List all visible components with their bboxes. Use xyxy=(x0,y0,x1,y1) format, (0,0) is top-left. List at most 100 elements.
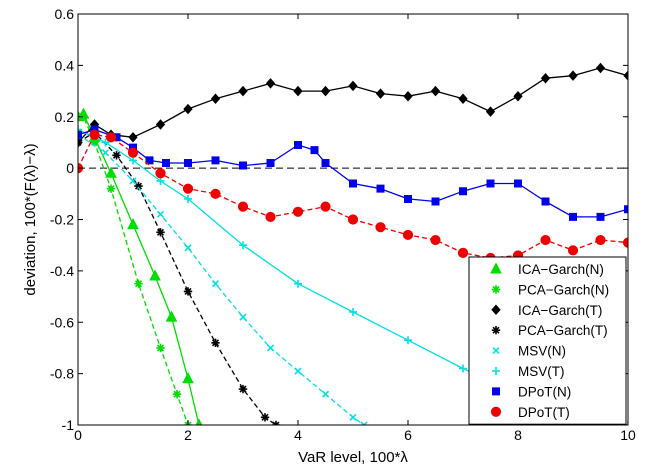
data-point-dpot-t xyxy=(127,147,139,158)
data-point-dpot-t xyxy=(320,201,331,212)
data-point-pca-garch-n xyxy=(134,279,143,288)
data-point-ica-garch-t xyxy=(540,72,551,84)
data-point-ica-garch-t xyxy=(155,119,166,130)
data-point-dpot-t xyxy=(89,129,100,140)
data-point-dpot-n xyxy=(294,141,302,150)
y-tick-label: 0.4 xyxy=(55,57,75,73)
data-point-ica-garch-t xyxy=(430,85,441,97)
legend-marker xyxy=(492,387,500,396)
data-point-dpot-n xyxy=(239,161,247,170)
data-point-pca-garch-t xyxy=(156,228,165,237)
series-ica-garch-n xyxy=(78,107,203,425)
data-point-msv-t xyxy=(349,307,357,316)
data-point-pca-garch-t xyxy=(260,413,270,422)
data-point-pca-garch-n xyxy=(106,184,116,193)
data-point-dpot-t xyxy=(105,132,117,143)
x-tick-label: 10 xyxy=(620,427,636,443)
y-tick-label: -0.6 xyxy=(50,314,74,330)
data-point-dpot-t xyxy=(457,247,469,258)
data-point-dpot-n xyxy=(514,179,522,188)
data-point-msv-n xyxy=(349,413,357,421)
legend-label: MSV(T) xyxy=(518,364,565,379)
data-point-ica-garch-n xyxy=(105,166,117,178)
y-axis-label: deviation, 100*(F(λ)−λ) xyxy=(22,143,39,295)
legend-marker xyxy=(492,367,500,375)
data-point-ica-garch-t xyxy=(595,62,606,74)
y-tick-label: 0 xyxy=(66,160,74,176)
data-point-dpot-n xyxy=(78,130,82,139)
legend-marker xyxy=(490,262,502,274)
data-point-dpot-t xyxy=(375,222,386,233)
data-point-ica-garch-t xyxy=(623,70,628,81)
data-point-dpot-t xyxy=(182,183,194,194)
data-point-msv-n xyxy=(239,313,247,321)
y-tick-label: 0.6 xyxy=(55,6,75,22)
data-point-ica-garch-t xyxy=(210,93,221,105)
data-point-msv-t xyxy=(239,241,247,250)
data-point-ica-garch-n xyxy=(149,269,161,281)
legend-marker xyxy=(492,347,500,355)
legend-box xyxy=(468,256,627,425)
data-point-pca-garch-n xyxy=(90,138,99,147)
data-point-dpot-t xyxy=(265,211,276,223)
data-point-msv-t xyxy=(78,125,82,134)
y-tick-label: -0.8 xyxy=(50,366,74,382)
data-point-pca-garch-t xyxy=(238,384,248,394)
data-point-pca-garch-t xyxy=(183,287,193,296)
legend-label: PCA−Garch(N) xyxy=(518,282,609,297)
data-point-dpot-n xyxy=(266,158,275,167)
data-point-pca-garch-t xyxy=(112,151,121,160)
y-tick-label: -0.2 xyxy=(50,212,74,228)
data-point-ica-garch-t xyxy=(238,85,248,97)
data-point-dpot-t xyxy=(210,188,221,199)
data-point-msv-t xyxy=(101,138,110,147)
data-point-dpot-n xyxy=(596,212,605,221)
data-point-dpot-n xyxy=(569,212,577,221)
legend-label: MSV(N) xyxy=(518,344,566,359)
y-tick-label: -0.4 xyxy=(50,263,74,279)
data-point-msv-n xyxy=(156,210,165,218)
legend-marker xyxy=(491,326,501,335)
data-point-msv-n xyxy=(321,390,330,398)
legend-label: ICA−Garch(T) xyxy=(518,303,602,318)
data-point-ica-garch-t xyxy=(458,93,468,105)
data-point-msv-n xyxy=(184,244,192,252)
legend-label: DPoT(N) xyxy=(518,384,571,399)
series-line-msv-n xyxy=(78,134,365,425)
x-tick-label: 2 xyxy=(184,427,192,443)
x-tick-label: 4 xyxy=(294,427,302,443)
data-point-msv-n xyxy=(266,344,275,352)
x-tick-label: 8 xyxy=(514,427,522,443)
data-point-dpot-t xyxy=(155,168,166,179)
data-point-msv-n xyxy=(101,149,110,157)
data-point-dpot-t xyxy=(237,201,249,212)
data-point-msv-t xyxy=(459,364,467,373)
x-axis-label: VaR level, 100*λ xyxy=(298,449,408,466)
data-point-msv-t xyxy=(294,279,302,288)
data-point-ica-garch-n xyxy=(195,418,203,425)
data-point-ica-garch-n xyxy=(165,310,178,322)
data-point-ica-garch-t xyxy=(513,90,523,102)
data-point-dpot-t xyxy=(622,237,628,248)
data-point-ica-garch-t xyxy=(265,78,276,89)
series-line-pca-garch-n xyxy=(78,116,189,425)
data-point-dpot-n xyxy=(211,156,220,165)
data-point-pca-garch-t xyxy=(211,338,220,347)
data-point-dpot-n xyxy=(376,184,385,193)
data-point-ica-garch-t xyxy=(403,90,413,102)
data-point-dpot-n xyxy=(184,158,192,167)
data-point-ica-garch-n xyxy=(127,218,139,230)
data-point-dpot-n xyxy=(541,197,550,206)
data-point-dpot-n xyxy=(145,156,154,165)
data-point-pca-garch-t xyxy=(134,181,143,191)
x-tick-label: 6 xyxy=(404,427,412,443)
data-point-msv-t xyxy=(404,336,412,345)
x-tick-label: 0 xyxy=(74,427,82,443)
data-point-dpot-n xyxy=(624,205,628,214)
data-point-dpot-t xyxy=(540,234,551,246)
data-point-ica-garch-t xyxy=(320,85,331,97)
series-ica-garch-t xyxy=(78,62,628,148)
data-point-dpot-n xyxy=(459,187,467,196)
data-point-ica-garch-t xyxy=(128,132,138,143)
